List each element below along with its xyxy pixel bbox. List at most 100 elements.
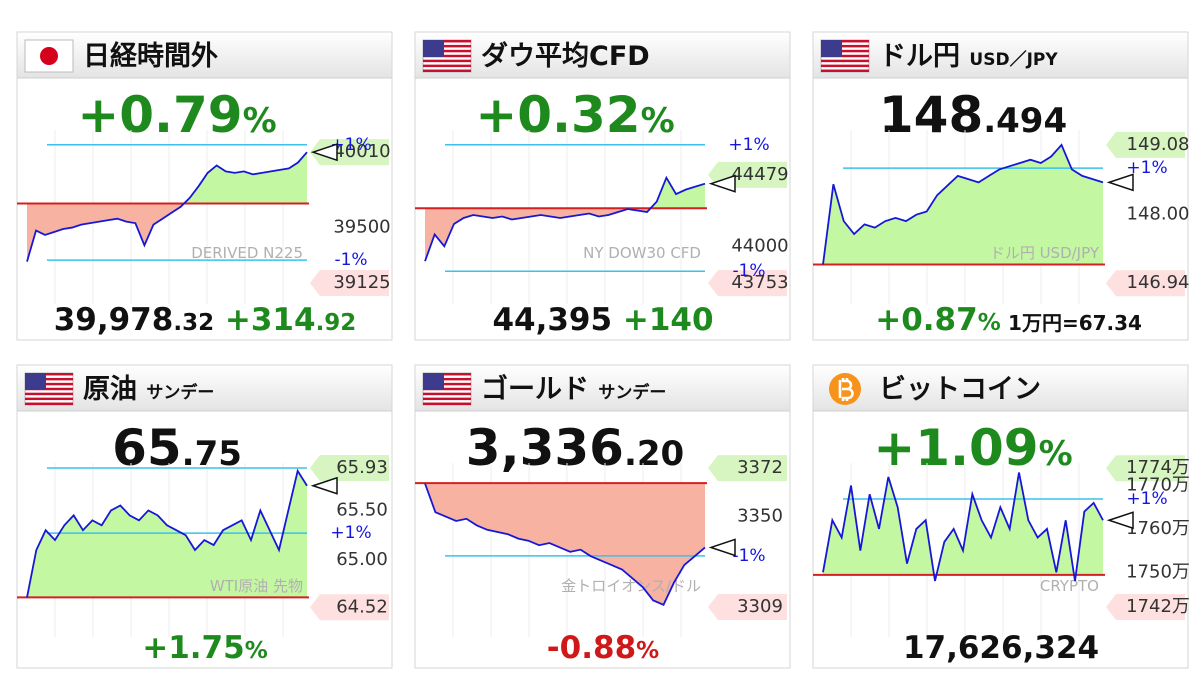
- flag-stripe: [423, 54, 471, 58]
- flag-stripe: [423, 402, 471, 405]
- price-line: [26, 468, 308, 598]
- chart: DERIVED N225 40010 39500 39125 +1% -1%: [17, 130, 391, 304]
- title-main: ドル円: [879, 41, 960, 72]
- value-small: %: [1039, 434, 1073, 474]
- watermark: CRYPTO: [1040, 577, 1099, 595]
- tag-bg: [310, 270, 389, 296]
- tag-bg: [310, 594, 389, 621]
- flag-stripe: [821, 49, 869, 53]
- flag-stripe: [821, 59, 869, 63]
- tag-bg: [1106, 593, 1185, 620]
- tag-bg: [1106, 455, 1185, 482]
- panel-title: ドル円 USD／JPY: [879, 41, 1058, 72]
- watermark: DERIVED N225: [191, 244, 303, 262]
- panel-title: ダウ平均CFD: [481, 40, 650, 72]
- area-down: [27, 203, 307, 262]
- value-small: .92: [316, 310, 357, 336]
- band-label: -1%: [334, 250, 367, 270]
- watermark: 金トロイオンス/ドル: [561, 577, 701, 595]
- footer: +1.75%: [142, 630, 268, 666]
- value-main: 39,978: [54, 302, 174, 338]
- headline: +0.79%: [77, 86, 276, 144]
- chart: ドル円 USD/JPY 149.08 148.00 146.94 +1%: [813, 130, 1189, 304]
- headline: 3,336.20: [466, 419, 684, 477]
- current-marker: [708, 174, 736, 193]
- current-marker: [310, 143, 338, 162]
- flag-canton: [423, 373, 444, 390]
- band-label: -1%: [732, 261, 765, 281]
- flag-stripe: [821, 40, 869, 43]
- tag-bg: [1106, 270, 1185, 297]
- panel-title: ビットコイン: [879, 374, 1041, 405]
- value-main: +314: [225, 302, 316, 338]
- flag-canton: [821, 40, 842, 57]
- area-up: [425, 177, 705, 209]
- flag-canton: [25, 373, 46, 390]
- panel: ゴールド サンデー 3,336.20 金トロイオンス/ドル 3372 3350 3309 -…: [414, 364, 791, 669]
- flag: [422, 372, 472, 406]
- footer: +0.87%: [875, 302, 1001, 338]
- current-marker: [708, 538, 736, 557]
- value-main: +1.09: [873, 419, 1038, 477]
- chart: 金トロイオンス/ドル 3372 3350 3309 -1%: [415, 455, 787, 637]
- tag-label: 65.00: [336, 549, 388, 570]
- value-small: .32: [173, 310, 214, 336]
- current-marker: [1106, 511, 1134, 530]
- panel-header: [813, 32, 1188, 78]
- flag-stripe: [423, 382, 471, 386]
- value-main: +0.87: [875, 302, 977, 338]
- footer: 44,395 +140: [492, 302, 713, 338]
- tag-label: 1760万: [1126, 518, 1190, 539]
- tag-bg: [310, 454, 389, 481]
- tag-label: 1770万: [1126, 475, 1190, 496]
- current-marker: [310, 476, 338, 495]
- flag-stripe: [25, 373, 73, 376]
- value-small: %: [243, 101, 277, 141]
- area-up: [27, 470, 307, 598]
- band-label: +1%: [728, 135, 769, 155]
- headline: +1.09%: [873, 419, 1072, 477]
- tag-label: 40010: [333, 141, 390, 162]
- spacer: [960, 41, 969, 72]
- tag-label: 3350: [737, 506, 783, 527]
- flag-stripe: [25, 392, 73, 396]
- flag-stripe: [423, 387, 471, 391]
- flag-stripe: [25, 387, 73, 391]
- flag-stripe: [25, 382, 73, 386]
- spacer: [589, 374, 598, 405]
- footer: 39,978.32 +314.92: [54, 302, 357, 338]
- tag-label: 148.00: [1127, 204, 1190, 225]
- current-marker: [1106, 173, 1134, 192]
- chart: NY DOW30 CFD 44479 44000 43753 +1% -1%: [415, 130, 789, 304]
- tag-label: 1750万: [1126, 561, 1190, 582]
- title-main: ビットコイン: [879, 374, 1041, 405]
- band-label: +1%: [1126, 489, 1167, 509]
- tag-label: 39125: [333, 272, 390, 293]
- panel: ドル円 USD／JPY 148.494 ドル円 USD/JPY 149.08 148.0…: [812, 31, 1189, 341]
- tag-label: 65.50: [336, 499, 388, 520]
- panel: ダウ平均CFD +0.32% NY DOW30 CFD 44479 44000 43753…: [414, 31, 791, 341]
- value-main: 44,395: [492, 302, 612, 338]
- value-main: 17,626,324: [903, 630, 1099, 666]
- value-small: .20: [624, 434, 684, 474]
- area-up: [823, 472, 1103, 575]
- band-label: +1%: [330, 135, 371, 155]
- flag-stripe: [25, 397, 73, 401]
- tag-label: 1742万: [1126, 596, 1190, 617]
- tag-label: 44479: [731, 164, 788, 185]
- tag-label: 39500: [333, 217, 390, 238]
- area-up: [27, 152, 307, 204]
- area-up: [823, 144, 1103, 265]
- spacer: [612, 302, 623, 338]
- flag-stripe: [423, 40, 471, 43]
- value-small: %: [636, 638, 659, 664]
- panel-header: [415, 365, 790, 411]
- panel-header: [17, 32, 392, 78]
- tag-bg: [708, 455, 787, 482]
- watermark: ドル円 USD/JPY: [990, 244, 1100, 262]
- band-label: -1%: [732, 546, 765, 566]
- footer-note: 1万円=67.34: [1008, 311, 1142, 335]
